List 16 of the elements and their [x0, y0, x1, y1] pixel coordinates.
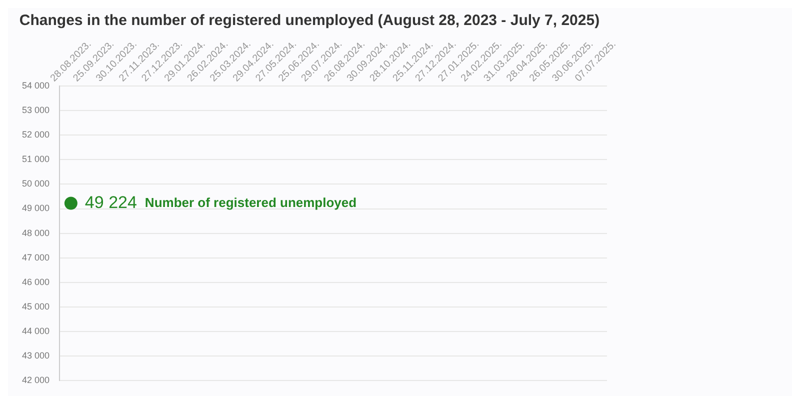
y-tick-label: 44 000	[22, 326, 50, 336]
y-tick-label: 48 000	[22, 228, 50, 238]
y-tick-label: 52 000	[22, 130, 50, 140]
y-tick-label: 42 000	[22, 375, 50, 386]
y-tick-label: 43 000	[22, 350, 50, 361]
y-tick-label: 47 000	[22, 252, 50, 262]
y-tick-label: 51 000	[22, 154, 50, 164]
y-tick-label: 53 000	[22, 105, 50, 116]
y-tick-label: 54 000	[22, 80, 50, 90]
y-tick-label: 49 000	[22, 203, 50, 214]
data-label: 49 224	[84, 192, 137, 212]
text: Number of registered unemployed	[144, 194, 357, 210]
y-tick-label: 45 000	[22, 301, 50, 312]
y-tick-label: 50 000	[22, 178, 50, 189]
chart-title: Changes in the number of registered unemployed (August 28, 2023 - July 7, 2025)	[19, 12, 600, 30]
y-tick-label: 46 000	[22, 276, 50, 287]
